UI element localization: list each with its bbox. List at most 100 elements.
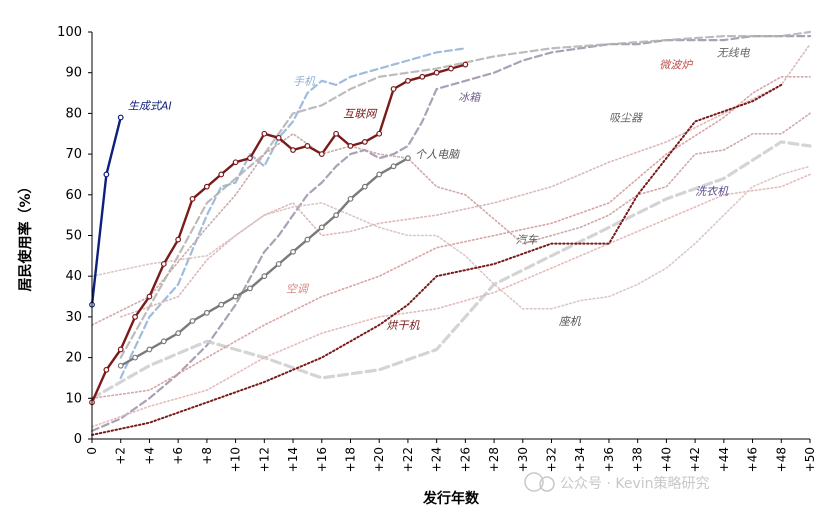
series-2-point: [232, 159, 239, 166]
series-3-line: [119, 47, 467, 379]
series-1-point: [117, 362, 124, 369]
y-tick-label: 50: [65, 229, 82, 244]
series-1-point: [290, 248, 296, 255]
series-label: 汽车: [516, 234, 540, 247]
series-label: 手机: [293, 75, 316, 88]
x-tick-label: +6: [171, 447, 185, 465]
series-label: 吸尘器: [609, 112, 643, 125]
series-2-point: [175, 236, 182, 243]
watermark-text: 公众号 · Kevin策略研究: [560, 475, 710, 492]
x-tick-label: +30: [516, 447, 530, 472]
series-2-point: [361, 138, 368, 145]
y-tick-label: 10: [65, 391, 82, 406]
series-1-point: [275, 261, 282, 267]
series-5-line: [90, 140, 812, 400]
series-2-point: [146, 293, 153, 300]
series-2-point: [433, 69, 440, 76]
series-2-point: [132, 314, 138, 320]
x-tick-label: +36: [602, 447, 616, 472]
series-12-line: [91, 83, 783, 436]
series-0-point: [103, 171, 110, 178]
x-tick-label: +34: [573, 447, 587, 472]
series-7-line: [91, 76, 811, 400]
series-label: 互联网: [343, 107, 378, 120]
series-2-point: [376, 130, 383, 137]
series-label: 微波炉: [659, 59, 694, 72]
x-tick-label: +2: [114, 447, 128, 465]
x-axis-title: 发行年数: [422, 490, 480, 507]
series-1-point: [347, 195, 354, 202]
series-label: 空调: [286, 282, 310, 295]
series-label: 烘干机: [386, 319, 420, 332]
series-label: 洗衣机: [695, 185, 729, 198]
series-label: 个人电脑: [415, 148, 461, 161]
series-1-point: [132, 354, 138, 361]
series-lines: [89, 30, 812, 436]
series-label: 无线电: [717, 46, 751, 59]
series-2-point: [117, 346, 124, 353]
series-label: 座机: [559, 315, 582, 328]
series-2-point: [390, 86, 397, 92]
y-tick-label: 40: [65, 269, 82, 284]
series-2-point: [203, 183, 210, 190]
series-1-point: [175, 330, 182, 337]
y-tick-label: 90: [65, 66, 82, 81]
x-tick-label: +48: [774, 447, 788, 472]
x-tick-label: +24: [430, 447, 444, 472]
series-2-point: [275, 134, 282, 141]
series-1-point: [333, 212, 340, 219]
series-8-line: [119, 43, 811, 318]
y-tick-label: 60: [65, 188, 82, 203]
x-tick-label: +20: [372, 447, 386, 472]
x-tick-label: +46: [746, 447, 760, 472]
x-tick-label: +50: [803, 447, 817, 472]
series-2-point: [103, 366, 110, 373]
x-tick-label: +18: [343, 447, 357, 472]
series-1-point: [361, 183, 368, 190]
series-2-point: [160, 261, 167, 267]
y-tick-label: 0: [74, 432, 82, 447]
y-tick-label: 30: [65, 310, 82, 325]
series-1-point: [261, 273, 268, 280]
series-1-point: [146, 346, 153, 353]
y-axis-title: 居民使用率（%）: [17, 179, 34, 291]
x-tick-label: +10: [229, 447, 243, 472]
series-0-line: [90, 116, 122, 306]
x-tick-label: +12: [257, 447, 271, 472]
series-1-point: [203, 309, 210, 316]
series-2-point: [290, 147, 296, 153]
series-1-point: [304, 236, 311, 243]
x-tick-label: +14: [286, 447, 300, 472]
series-2-point: [189, 195, 196, 202]
series-1-point: [218, 301, 225, 308]
series-2-point: [333, 130, 340, 137]
x-tick-label: +38: [631, 447, 645, 472]
series-label: 冰箱: [458, 91, 482, 104]
series-2-point: [218, 171, 225, 178]
x-tick-label: +26: [458, 447, 472, 472]
y-tick-label: 100: [57, 25, 82, 40]
series-1-point: [160, 338, 167, 345]
x-tick-label: +40: [659, 447, 673, 472]
series-0-point: [117, 114, 124, 121]
x-tick-label: +44: [717, 447, 731, 472]
x-tick-label: +8: [200, 447, 214, 465]
series-2-point: [419, 73, 426, 80]
series-label: 生成式AI: [128, 99, 172, 112]
y-tick-label: 80: [65, 106, 82, 121]
x-tick-label: +42: [688, 447, 702, 472]
x-tick-label: +22: [401, 447, 415, 472]
series-2-point: [261, 130, 268, 137]
series-1-point: [390, 163, 397, 170]
x-tick-label: +16: [315, 447, 329, 472]
series-9-line: [91, 112, 811, 326]
series-1-point: [376, 171, 383, 178]
series-2-point: [304, 143, 311, 149]
series-10-line: [91, 173, 811, 428]
series-1-point: [247, 285, 253, 292]
y-tick-label: 20: [65, 351, 82, 366]
series-1-point: [189, 318, 196, 324]
series-11-line: [91, 165, 811, 310]
